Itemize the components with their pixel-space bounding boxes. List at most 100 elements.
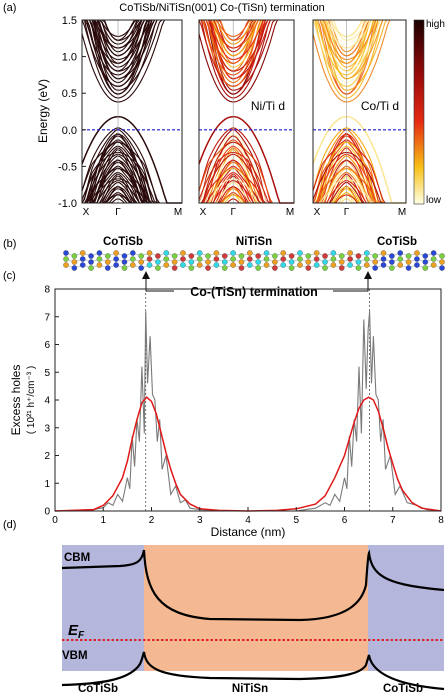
atom (222, 259, 228, 265)
atom (205, 259, 211, 265)
region-nitisn (144, 545, 368, 671)
band-alignment-diagram: CBM VBM EF CoTiSb NiTiSn CoTiSb (61, 545, 445, 695)
atom (88, 259, 94, 265)
y-tick-label: -1.0 (58, 198, 77, 210)
atom (171, 253, 178, 259)
atom (430, 250, 437, 256)
x-tick-label: 3 (197, 515, 203, 526)
x-tick-label: 6 (342, 515, 348, 526)
atom (338, 253, 345, 259)
atom (205, 265, 211, 271)
termination-arrow-right (364, 271, 372, 279)
atom (322, 259, 328, 265)
atom (405, 259, 412, 265)
atom (155, 259, 161, 265)
structure-label-right: CoTiSb (377, 236, 417, 248)
atom (280, 250, 286, 256)
atom (171, 265, 178, 271)
y-tick-label: 4 (44, 396, 50, 407)
atom (155, 265, 161, 271)
atom (130, 250, 136, 256)
atom (322, 265, 328, 271)
atom (113, 250, 119, 256)
bands-ylabel: Energy (eV) (36, 79, 50, 143)
atom (79, 262, 86, 268)
atom (364, 250, 370, 256)
y-tick-label: 1 (44, 479, 50, 490)
atom (138, 265, 144, 271)
atom (288, 259, 295, 265)
atom (389, 253, 395, 259)
colorbar-high-label: high (426, 19, 445, 30)
atom (88, 253, 94, 259)
atom (389, 259, 395, 265)
atom (322, 253, 328, 259)
atom (130, 256, 136, 262)
atom (113, 256, 119, 262)
atom (297, 256, 303, 262)
atom (255, 259, 261, 265)
atom (280, 262, 286, 268)
y-tick-label: 0.0 (62, 125, 77, 137)
k-tick-label: Γ (230, 207, 236, 218)
atom (405, 265, 412, 271)
atom (180, 262, 186, 268)
bands-panel-2: Ni/Ti d (198, 19, 295, 204)
k-tick-label: M (286, 207, 294, 218)
panel-letter-d: (d) (3, 519, 16, 531)
atom (121, 265, 128, 271)
atom (213, 256, 220, 262)
vbm-curve (61, 651, 445, 691)
atomic-structure (63, 250, 445, 271)
diagram-label-center: NiTiSn (232, 683, 268, 695)
atom (196, 250, 203, 256)
atom (347, 250, 353, 256)
atom (63, 262, 69, 268)
atom (247, 256, 253, 262)
atom (305, 253, 312, 259)
panel-letter-b: (b) (3, 238, 16, 250)
structure-label-center: NiTiSn (236, 236, 272, 248)
cbm-label: CBM (64, 552, 90, 564)
ef-main: E (68, 622, 79, 639)
atom (71, 253, 78, 259)
k-tick-label: M (398, 207, 406, 218)
x-tick-label: 1 (100, 515, 106, 526)
atom (263, 250, 270, 256)
atom (405, 253, 412, 259)
atom (313, 256, 320, 262)
y-tick-label: 0 (44, 507, 50, 518)
y-tick-label: 0.5 (62, 88, 77, 100)
bands-panel-3-frame (312, 19, 407, 204)
atom (230, 256, 236, 262)
atom (355, 259, 362, 265)
atom (422, 259, 429, 265)
atom (297, 250, 303, 256)
atom (188, 253, 195, 259)
panel-letter-c: (c) (3, 270, 16, 282)
atom (230, 262, 236, 268)
atom (121, 253, 128, 259)
y-tick-label: 2 (44, 451, 50, 462)
y-tick-label: 7 (44, 312, 50, 323)
atom (88, 265, 94, 271)
panel-letter-a: (a) (3, 2, 16, 14)
k-tick-label: M (174, 207, 182, 218)
y-tick-label: 1.0 (62, 52, 77, 64)
atom (397, 256, 403, 262)
atom (272, 265, 278, 271)
atom (372, 253, 378, 259)
x-tick-label: 2 (149, 515, 155, 526)
bands-y-ticks: 1.5 1.0 0.5 0.0 -0.5 -1.0 (58, 15, 86, 210)
x-tick-label: 5 (293, 515, 299, 526)
holes-plot-frame (54, 288, 442, 512)
atom (439, 265, 445, 271)
atom (146, 250, 153, 256)
atom (222, 253, 228, 259)
atom (372, 265, 378, 271)
atom (163, 256, 170, 262)
atom (196, 262, 203, 268)
bands-panel-2-frame (198, 19, 295, 204)
atom (222, 265, 228, 271)
